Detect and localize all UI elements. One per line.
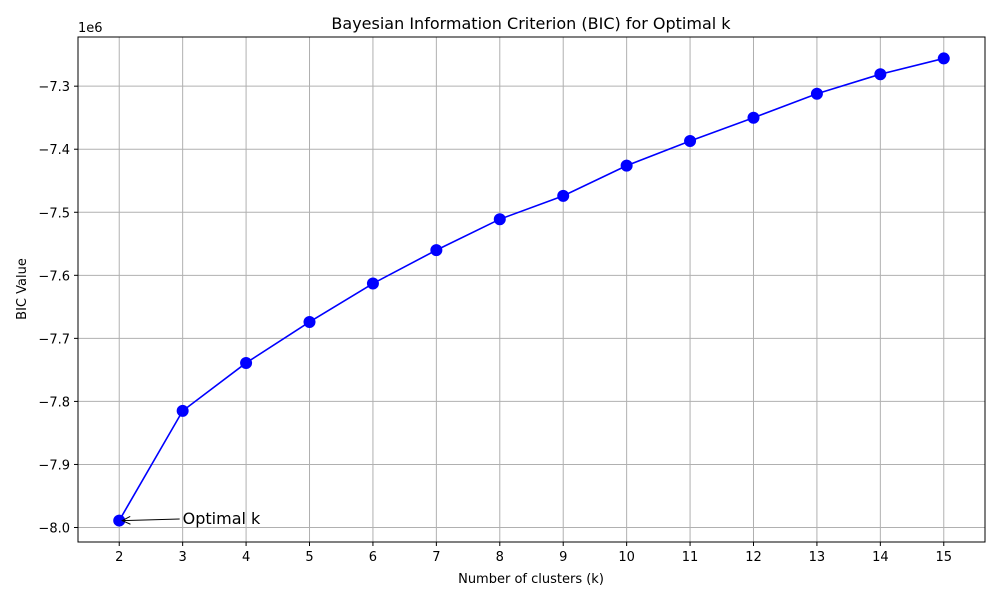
data-point [240, 356, 253, 369]
annotation-text: Optimal k [183, 509, 261, 528]
data-point [493, 213, 506, 226]
data-point [557, 189, 570, 202]
data-point [303, 315, 316, 328]
x-tick-label: 13 [809, 550, 826, 565]
x-tick-label: 8 [496, 550, 504, 565]
x-tick-label: 6 [369, 550, 377, 565]
axis-ticks: 2 3 4 5 6 7 8 9 10 11 12 13 14 15 −8.0 −7.9 −7.8 −7.7 −7.6… [38, 80, 952, 565]
plot-frame [77, 36, 986, 543]
x-tick-label: 2 [115, 550, 123, 565]
x-tick-label: 5 [305, 550, 313, 565]
y-tick-label: −7.6 [38, 269, 70, 284]
annotation: Optimal k [121, 509, 261, 528]
x-tick-label: 12 [745, 550, 762, 565]
annotation-arrow-line [122, 518, 180, 522]
data-point [620, 159, 633, 172]
data-point [874, 68, 887, 81]
x-tick-label: 10 [618, 550, 635, 565]
annotation-arrow-head [121, 515, 131, 525]
chart-title: Bayesian Information Criterion (BIC) for… [331, 14, 731, 33]
y-axis-title: BIC Value [15, 258, 30, 320]
x-tick-label: 7 [432, 550, 440, 565]
y-axis-offset-label: 1e6 [78, 21, 103, 36]
y-tick-label: −7.3 [38, 80, 70, 95]
y-tick-label: −7.9 [38, 458, 70, 473]
y-tick-label: −8.0 [38, 521, 70, 536]
x-tick-label: 11 [682, 550, 699, 565]
data-point [810, 87, 823, 100]
series-bic [113, 52, 950, 527]
x-axis-title: Number of clusters (k) [458, 572, 604, 587]
data-point [937, 52, 950, 65]
grid [78, 37, 985, 542]
x-tick-label: 15 [935, 550, 952, 565]
x-tick-label: 3 [179, 550, 187, 565]
data-point [430, 244, 443, 257]
data-point [684, 135, 697, 148]
x-tick-label: 9 [559, 550, 567, 565]
y-tick-label: −7.4 [38, 143, 70, 158]
data-point [366, 277, 379, 290]
x-tick-label: 14 [872, 550, 889, 565]
y-tick-label: −7.7 [38, 332, 70, 347]
y-tick-label: −7.5 [38, 206, 70, 221]
data-point [176, 404, 189, 417]
data-point [747, 111, 760, 124]
x-tick-label: 4 [242, 550, 250, 565]
y-tick-label: −7.8 [38, 395, 70, 410]
series-line [118, 57, 944, 521]
